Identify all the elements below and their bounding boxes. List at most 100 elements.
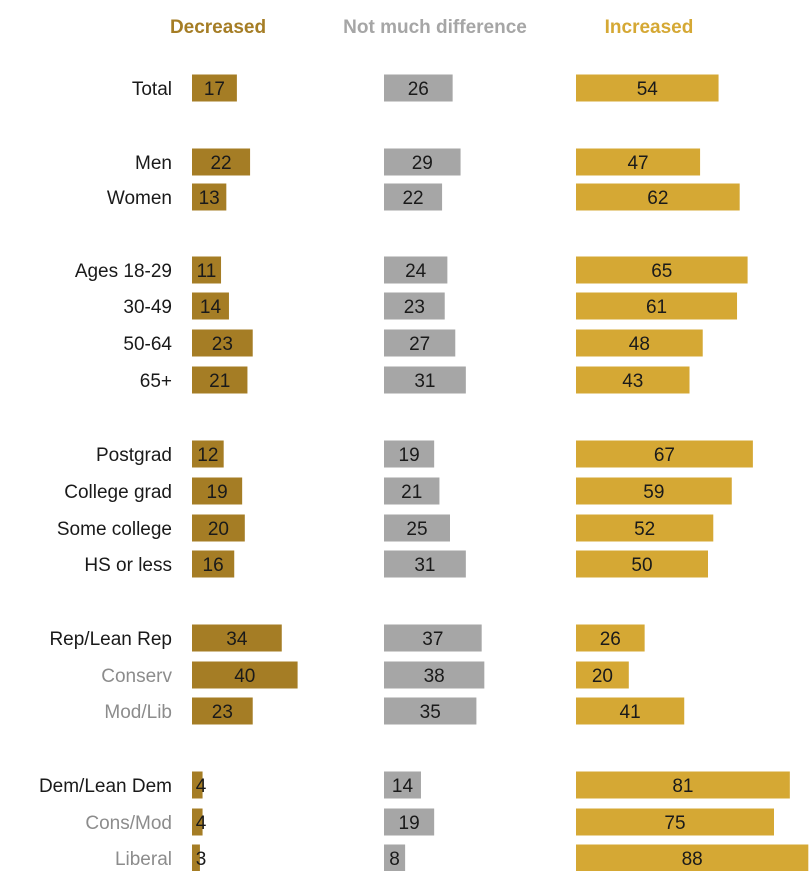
- value-increased-college-grad: 59: [643, 482, 664, 503]
- bar-decreased-some-college: [192, 514, 245, 542]
- value-decreased-65: 21: [209, 371, 230, 392]
- bar-not-much-difference-ages-18-29: [384, 256, 448, 284]
- row-label-dem-lean-dem: Dem/Lean Dem: [39, 776, 172, 797]
- bar-not-much-difference-men: [384, 148, 461, 176]
- value-increased-30-49: 61: [646, 297, 667, 318]
- row-label-rep-lean-rep: Rep/Lean Rep: [49, 629, 172, 650]
- value-not-much-difference-ages-18-29: 24: [405, 261, 427, 282]
- row-label-total: Total: [132, 79, 172, 100]
- bar-not-much-difference-hs-or-less: [384, 550, 466, 578]
- bar-increased-men: [576, 148, 701, 176]
- row-label-65: 65+: [140, 371, 172, 392]
- value-not-much-difference-rep-lean-rep: 37: [422, 629, 443, 650]
- value-not-much-difference-mod-lib: 35: [420, 702, 441, 723]
- value-decreased-some-college: 20: [208, 519, 229, 540]
- value-decreased-mod-lib: 23: [212, 702, 233, 723]
- bar-decreased-65: [192, 366, 248, 394]
- bar-decreased-30-49: [192, 292, 229, 320]
- bar-not-much-difference-rep-lean-rep: [384, 624, 482, 652]
- row-label-ages-18-29: Ages 18-29: [75, 261, 172, 282]
- value-increased-50-64: 48: [629, 334, 650, 355]
- bar-increased-postgrad: [576, 440, 753, 468]
- row-label-women: Women: [107, 188, 172, 209]
- value-not-much-difference-conserv: 38: [424, 666, 445, 687]
- bar-increased-liberal: [576, 844, 809, 871]
- row-label-50-64: 50-64: [123, 334, 172, 355]
- header-increased: Increased: [605, 17, 694, 38]
- bar-increased-30-49: [576, 292, 738, 320]
- bar-not-much-difference-postgrad: [384, 440, 435, 468]
- value-not-much-difference-postgrad: 19: [399, 445, 420, 466]
- bar-increased-college-grad: [576, 477, 732, 505]
- row-label-hs-or-less: HS or less: [84, 555, 172, 576]
- bar-not-much-difference-dem-lean-dem: [384, 771, 421, 799]
- value-decreased-conserv: 40: [234, 666, 255, 687]
- bar-decreased-conserv: [192, 661, 298, 689]
- value-decreased-dem-lean-dem: 4: [196, 776, 207, 797]
- bar-decreased-mod-lib: [192, 697, 253, 725]
- bar-decreased-women: [192, 183, 227, 211]
- bar-decreased-rep-lean-rep: [192, 624, 282, 652]
- value-decreased-rep-lean-rep: 34: [226, 629, 248, 650]
- bar-decreased-dem-lean-dem: [192, 771, 203, 799]
- bar-not-much-difference-liberal: [384, 844, 406, 871]
- bar-increased-hs-or-less: [576, 550, 708, 578]
- bar-increased-rep-lean-rep: [576, 624, 645, 652]
- bar-decreased-men: [192, 148, 251, 176]
- bar-decreased-college-grad: [192, 477, 243, 505]
- chart-rows: Total 17 26 54 Men 22 29 47 Women 13 22 62 Ages 18-2…: [39, 74, 809, 871]
- bar-not-much-difference-college-grad: [384, 477, 440, 505]
- bar-increased-women: [576, 183, 740, 211]
- row-label-some-college: Some college: [57, 519, 172, 540]
- bar-not-much-difference-some-college: [384, 514, 450, 542]
- bar-not-much-difference-women: [384, 183, 443, 211]
- value-decreased-men: 22: [210, 153, 231, 174]
- bar-not-much-difference-cons-mod: [384, 808, 435, 836]
- row-label-liberal: Liberal: [115, 849, 172, 870]
- value-increased-hs-or-less: 50: [631, 555, 652, 576]
- bar-increased-total: [576, 74, 719, 102]
- bar-not-much-difference-50-64: [384, 329, 456, 357]
- bar-decreased-50-64: [192, 329, 253, 357]
- bar-not-much-difference-30-49: [384, 292, 445, 320]
- value-decreased-30-49: 14: [200, 297, 222, 318]
- value-decreased-50-64: 23: [212, 334, 233, 355]
- bar-increased-ages-18-29: [576, 256, 748, 284]
- bar-decreased-liberal: [192, 844, 200, 871]
- value-increased-65: 43: [622, 371, 643, 392]
- value-increased-dem-lean-dem: 81: [672, 776, 693, 797]
- bar-increased-conserv: [576, 661, 629, 689]
- value-not-much-difference-cons-mod: 19: [399, 813, 420, 834]
- bar-decreased-hs-or-less: [192, 550, 235, 578]
- value-decreased-ages-18-29: 11: [197, 261, 217, 282]
- value-not-much-difference-hs-or-less: 31: [414, 555, 435, 576]
- value-increased-liberal: 88: [682, 849, 703, 870]
- bar-decreased-postgrad: [192, 440, 224, 468]
- value-increased-some-college: 52: [634, 519, 655, 540]
- value-increased-mod-lib: 41: [620, 702, 641, 723]
- bar-not-much-difference-65: [384, 366, 466, 394]
- bar-increased-some-college: [576, 514, 714, 542]
- value-decreased-college-grad: 19: [207, 482, 228, 503]
- value-not-much-difference-women: 22: [402, 188, 423, 209]
- bar-not-much-difference-total: [384, 74, 453, 102]
- bar-decreased-total: [192, 74, 237, 102]
- value-not-much-difference-liberal: 8: [389, 849, 400, 870]
- bar-increased-cons-mod: [576, 808, 774, 836]
- value-increased-ages-18-29: 65: [651, 261, 672, 282]
- header-decreased: Decreased: [170, 17, 266, 38]
- value-not-much-difference-total: 26: [408, 79, 429, 100]
- row-label-30-49: 30-49: [123, 297, 172, 318]
- bar-not-much-difference-conserv: [384, 661, 485, 689]
- row-label-mod-lib: Mod/Lib: [104, 702, 172, 723]
- header-not-much-difference: Not much difference: [343, 17, 527, 38]
- value-decreased-liberal: 3: [196, 849, 207, 870]
- bar-decreased-ages-18-29: [192, 256, 222, 284]
- value-increased-rep-lean-rep: 26: [600, 629, 621, 650]
- bar-decreased-cons-mod: [192, 808, 203, 836]
- bar-increased-65: [576, 366, 690, 394]
- value-increased-women: 62: [647, 188, 668, 209]
- value-increased-total: 54: [637, 79, 659, 100]
- bar-increased-50-64: [576, 329, 703, 357]
- value-not-much-difference-college-grad: 21: [401, 482, 422, 503]
